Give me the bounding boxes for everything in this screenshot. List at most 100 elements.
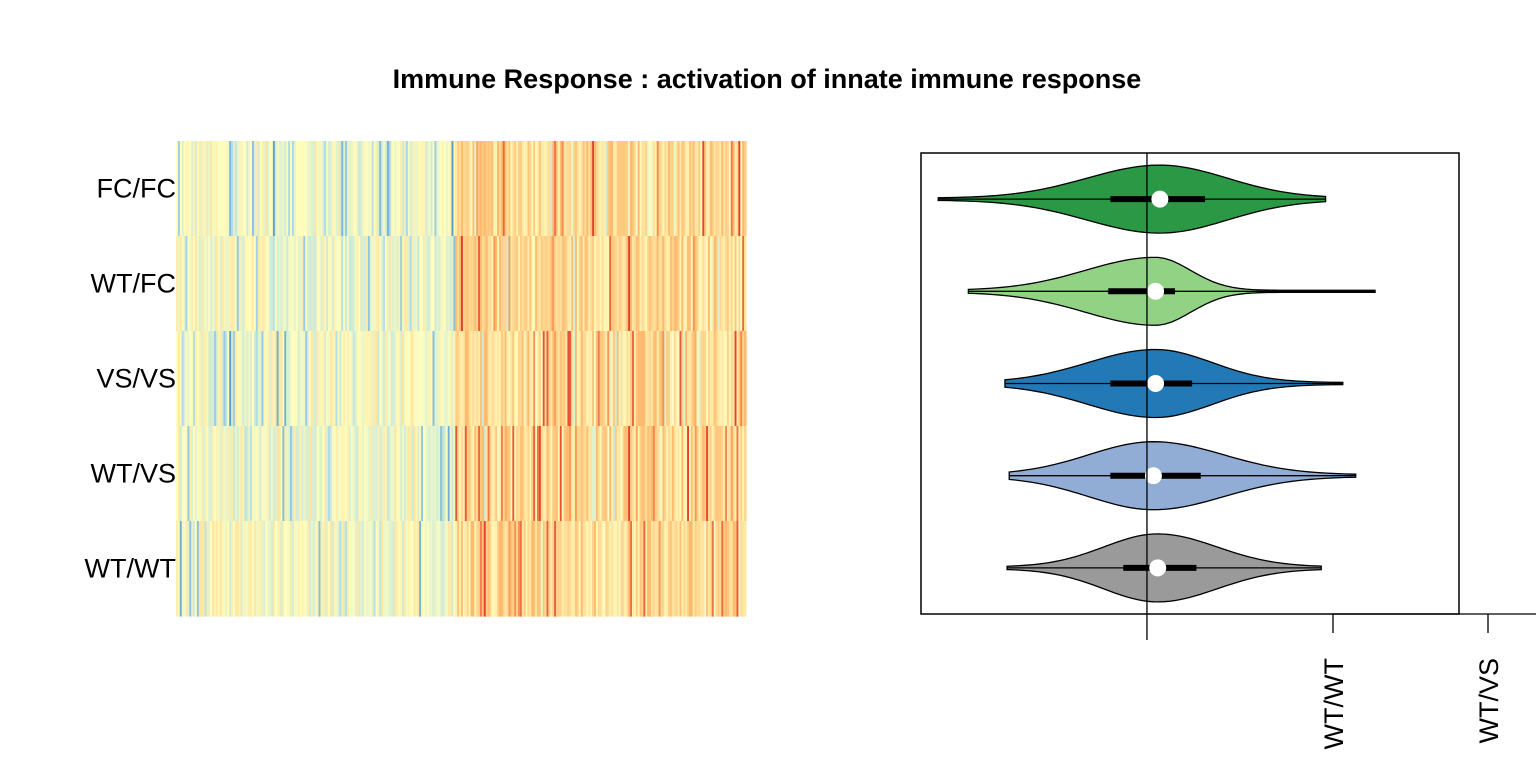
heatmap-cell xyxy=(521,141,525,237)
heatmap-cell xyxy=(202,141,206,237)
heatmap-cell xyxy=(179,141,183,237)
heatmap-cell xyxy=(457,426,460,522)
heatmap-cell xyxy=(293,426,297,522)
heatmap-cell xyxy=(590,521,593,617)
heatmap-cell xyxy=(696,521,700,617)
heatmap-cell xyxy=(531,141,534,237)
heatmap-cell xyxy=(723,426,726,522)
heatmap-cell xyxy=(440,141,443,237)
heatmap-cell xyxy=(398,141,401,237)
heatmap-cell xyxy=(472,236,475,332)
heatmap-cell xyxy=(654,236,658,332)
heatmap-cell xyxy=(575,141,578,237)
heatmap-cell xyxy=(333,141,337,237)
heatmap-cell xyxy=(687,331,690,427)
heatmap-cell xyxy=(350,331,354,427)
heatmap-cell xyxy=(432,331,435,427)
heatmap-cell xyxy=(337,426,340,522)
heatmap-cell xyxy=(557,141,561,237)
heatmap-cell xyxy=(483,426,487,522)
heatmap-cell xyxy=(462,426,466,522)
heatmap-cell xyxy=(290,426,293,522)
heatmap-cell xyxy=(645,331,648,427)
heatmap-cell xyxy=(569,141,572,237)
heatmap-cell xyxy=(687,236,690,332)
heatmap-cell xyxy=(204,521,207,617)
x-tick-label: WT/VS xyxy=(1474,658,1504,744)
heatmap-cell xyxy=(293,521,297,617)
heatmap-cell xyxy=(333,331,337,427)
heatmap-cell xyxy=(419,521,422,617)
heatmap-cell xyxy=(481,521,485,617)
heatmap-cell xyxy=(272,521,276,617)
heatmap-cell xyxy=(462,331,466,427)
heatmap-cell xyxy=(576,331,580,427)
heatmap-cell xyxy=(620,331,624,427)
heatmap-cell xyxy=(493,426,496,522)
heatmap-cell xyxy=(635,521,639,617)
heatmap-cell xyxy=(738,331,741,427)
heatmap-cell xyxy=(438,521,441,617)
heatmap-cell xyxy=(594,236,597,332)
heatmap-cell xyxy=(521,236,525,332)
heatmap-cell xyxy=(500,521,504,617)
heatmap-cell xyxy=(476,426,479,522)
heatmap-cell xyxy=(645,236,648,332)
heatmap-cell xyxy=(385,236,388,332)
heatmap-cell xyxy=(318,521,321,617)
heatmap-cell xyxy=(675,331,679,427)
heatmap-cell xyxy=(681,426,684,522)
heatmap-cell xyxy=(440,331,443,427)
heatmap-cell xyxy=(339,521,342,617)
heatmap-cell xyxy=(390,141,394,237)
heatmap-cell xyxy=(544,426,548,522)
heatmap-cell xyxy=(310,331,314,427)
heatmap-cell xyxy=(242,521,245,617)
heatmap-cell xyxy=(628,236,631,332)
heatmap-cell xyxy=(590,236,593,332)
heatmap-cell xyxy=(535,141,538,237)
heatmap-cell xyxy=(692,331,696,427)
heatmap-cell xyxy=(400,141,403,237)
heatmap-cell xyxy=(430,236,434,332)
heatmap-cell xyxy=(573,331,576,427)
heatmap-cell xyxy=(668,521,671,617)
heatmap-cell xyxy=(193,141,196,237)
heatmap-cell xyxy=(200,331,204,427)
heatmap-cell xyxy=(383,426,386,522)
heatmap-cell xyxy=(592,331,595,427)
heatmap-cell xyxy=(550,331,553,427)
heatmap-cell xyxy=(736,236,739,332)
violin-median-point xyxy=(1149,559,1167,577)
heatmap-cell xyxy=(253,141,257,237)
heatmap-cell xyxy=(436,331,439,427)
heatmap-cell xyxy=(687,426,690,522)
heatmap-cell xyxy=(177,331,181,427)
heatmap-cell xyxy=(177,236,181,332)
heatmap-cell xyxy=(229,521,232,617)
heatmap-cell xyxy=(385,331,388,427)
heatmap-cell xyxy=(215,331,219,427)
heatmap-cell xyxy=(698,331,701,427)
heatmap-cell xyxy=(223,331,226,427)
heatmap-cell xyxy=(271,141,274,237)
heatmap-cell xyxy=(540,521,544,617)
heatmap-cell xyxy=(519,236,523,332)
heatmap-cell xyxy=(497,426,500,522)
heatmap-cell xyxy=(569,426,572,522)
heatmap-cell xyxy=(210,236,213,332)
heatmap-cell xyxy=(500,426,504,522)
heatmap-cell xyxy=(656,331,660,427)
heatmap-cell xyxy=(348,236,352,332)
heatmap-cell xyxy=(443,521,447,617)
heatmap-cell xyxy=(595,521,599,617)
heatmap-cell xyxy=(290,331,293,427)
heatmap-cell xyxy=(624,141,627,237)
heatmap-cell xyxy=(282,521,285,617)
heatmap-cell xyxy=(316,521,320,617)
heatmap-cell xyxy=(202,236,206,332)
heatmap-cell xyxy=(658,236,662,332)
heatmap-cell xyxy=(373,331,377,427)
heatmap-cell xyxy=(288,141,291,237)
heatmap-cell xyxy=(242,426,245,522)
